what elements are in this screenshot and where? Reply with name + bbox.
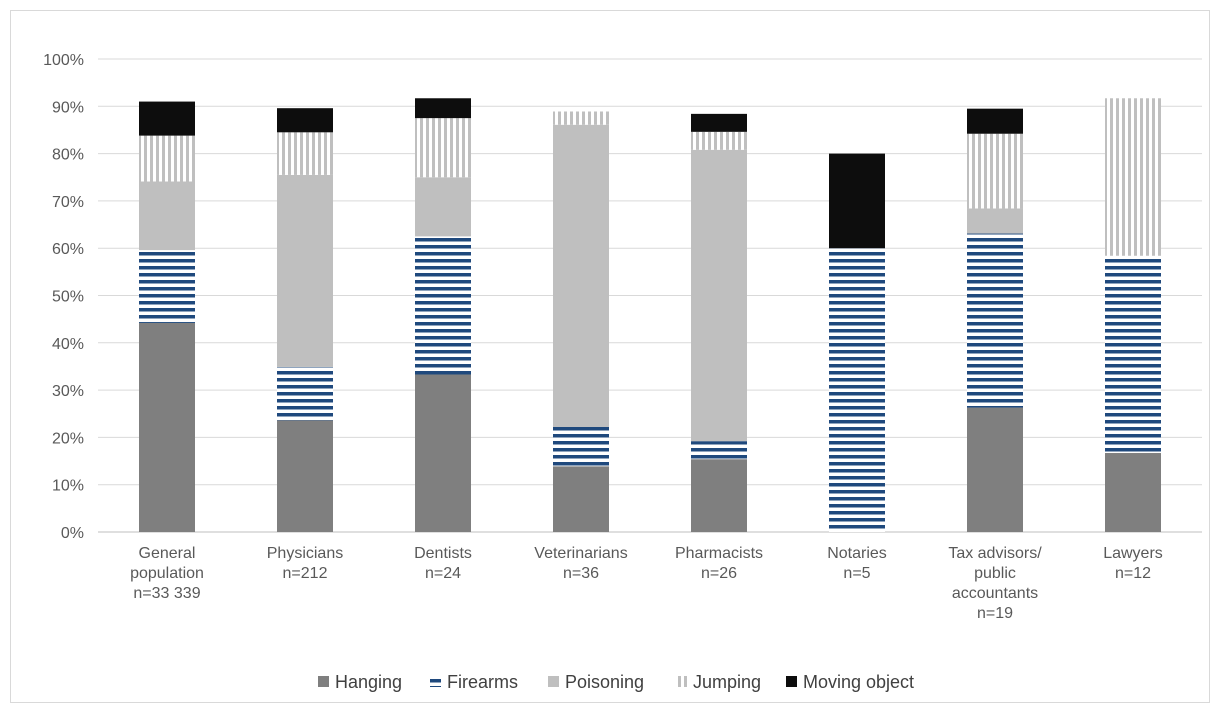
- y-tick-label: 0%: [61, 525, 84, 542]
- legend-label: Hanging: [335, 672, 402, 692]
- bar-stack: [967, 108, 1023, 532]
- x-tick-label: accountants: [952, 585, 1038, 602]
- bar-segment-moving-object: [967, 108, 1023, 134]
- bar-segment-jumping: [1105, 98, 1161, 256]
- bar-segment-firearms: [415, 236, 471, 375]
- bar-segment-firearms: [967, 233, 1023, 408]
- x-tick-label: n=36: [563, 565, 599, 582]
- legend-swatch: [318, 676, 329, 687]
- x-tick-label: n=12: [1115, 565, 1151, 582]
- y-tick-label: 20%: [52, 430, 84, 447]
- legend: Hanging Firearms Poisoning Jumping Moving ob…: [318, 672, 914, 692]
- bar-segment-hanging: [139, 322, 195, 532]
- x-tick-label: n=19: [977, 605, 1013, 622]
- bar-stack: [1105, 98, 1161, 532]
- legend-label: Jumping: [693, 672, 761, 692]
- legend-swatch: [548, 676, 559, 687]
- bar-segment-jumping: [553, 111, 609, 125]
- bar-segment-jumping: [967, 133, 1023, 209]
- bar-segment-moving-object: [691, 113, 747, 132]
- y-tick-label: 30%: [52, 383, 84, 400]
- x-tick-label: Tax advisors/: [948, 545, 1042, 562]
- bar-segment-firearms: [1105, 255, 1161, 454]
- bar-segment-hanging: [1105, 453, 1161, 532]
- bar-segment-poisoning: [277, 174, 333, 367]
- legend-item: Moving object: [786, 672, 914, 692]
- x-tick-label: Pharmacists: [675, 545, 763, 562]
- x-tick-label: n=26: [701, 565, 737, 582]
- legend-item: Jumping: [676, 672, 761, 692]
- y-tick-label: 50%: [52, 289, 84, 306]
- x-axis-labels: General population n=33 339 Physicians n=212…: [130, 545, 1163, 622]
- legend-item: Hanging: [318, 672, 402, 692]
- bar-segment-jumping: [415, 118, 471, 178]
- x-tick-label: General: [139, 545, 196, 562]
- legend-item: Poisoning: [548, 672, 644, 692]
- y-tick-label: 80%: [52, 147, 84, 164]
- bar-segment-hanging: [967, 407, 1023, 532]
- y-tick-label: 60%: [52, 241, 84, 258]
- bar-segment-hanging: [691, 459, 747, 532]
- x-tick-label: n=24: [425, 565, 461, 582]
- bars: [139, 98, 1161, 532]
- bar-segment-moving-object: [277, 108, 333, 133]
- bar-segment-jumping: [691, 131, 747, 150]
- y-tick-label: 90%: [52, 99, 84, 116]
- legend-label: Moving object: [803, 672, 914, 692]
- bar-segment-poisoning: [553, 124, 609, 427]
- y-tick-label: 100%: [43, 52, 84, 69]
- y-tick-label: 40%: [52, 336, 84, 353]
- bar-segment-firearms: [139, 250, 195, 323]
- bar-segment-poisoning: [415, 177, 471, 237]
- x-tick-label: population: [130, 565, 204, 582]
- bar-stack: [553, 111, 609, 532]
- bar-segment-jumping: [277, 132, 333, 175]
- bar-segment-firearms: [553, 426, 609, 467]
- legend-swatch: [676, 676, 687, 687]
- legend-swatch: [430, 676, 441, 687]
- bar-stack: [415, 98, 471, 532]
- x-tick-label: n=5: [843, 565, 870, 582]
- legend-swatch: [786, 676, 797, 687]
- y-tick-label: 70%: [52, 194, 84, 211]
- bar-segment-poisoning: [691, 149, 747, 442]
- bar-segment-firearms: [691, 441, 747, 460]
- y-axis-ticks: 0% 10% 20% 30% 40% 50% 60% 70% 80% 90% 100%: [43, 52, 84, 542]
- x-tick-label: Dentists: [414, 545, 472, 562]
- bar-segment-moving-object: [415, 98, 471, 119]
- bar-segment-hanging: [277, 420, 333, 532]
- x-tick-label: public: [974, 565, 1016, 582]
- bar-segment-hanging: [553, 466, 609, 532]
- x-tick-label: Lawyers: [1103, 545, 1163, 562]
- x-tick-label: Physicians: [267, 545, 343, 562]
- gridlines: [98, 58, 1202, 533]
- x-tick-label: Notaries: [827, 545, 887, 562]
- bar-segment-jumping: [139, 135, 195, 182]
- legend-label: Firearms: [447, 672, 518, 692]
- bar-stack: [139, 101, 195, 532]
- x-tick-label: Veterinarians: [534, 545, 627, 562]
- y-tick-label: 10%: [52, 478, 84, 495]
- bar-segment-firearms: [829, 248, 885, 532]
- bar-stack: [829, 153, 885, 532]
- x-tick-label: n=212: [283, 565, 328, 582]
- bar-stack: [691, 113, 747, 532]
- bar-segment-poisoning: [139, 181, 195, 251]
- bar-segment-moving-object: [139, 101, 195, 136]
- bar-segment-moving-object: [829, 153, 885, 249]
- bar-stack: [277, 108, 333, 532]
- x-tick-label: n=33 339: [133, 585, 200, 602]
- bar-segment-firearms: [277, 366, 333, 421]
- bar-segment-poisoning: [967, 208, 1023, 234]
- legend-item: Firearms: [430, 672, 518, 692]
- legend-label: Poisoning: [565, 672, 644, 692]
- bar-segment-hanging: [415, 374, 471, 532]
